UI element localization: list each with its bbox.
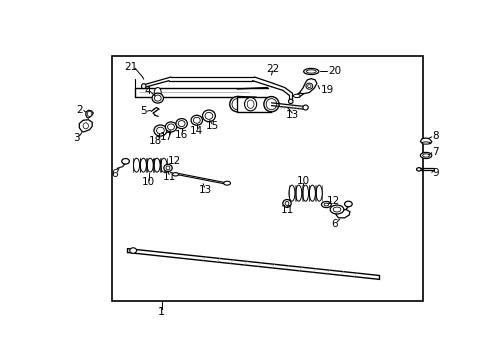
Ellipse shape bbox=[153, 161, 158, 165]
Text: 18: 18 bbox=[149, 136, 162, 146]
Ellipse shape bbox=[152, 93, 163, 103]
Ellipse shape bbox=[204, 112, 212, 119]
Ellipse shape bbox=[285, 202, 288, 205]
Text: 6: 6 bbox=[111, 169, 117, 179]
Ellipse shape bbox=[324, 203, 328, 206]
Ellipse shape bbox=[288, 99, 292, 104]
Bar bbox=[237, 97, 271, 112]
Text: 13: 13 bbox=[285, 110, 298, 120]
Ellipse shape bbox=[232, 99, 242, 110]
Text: 11: 11 bbox=[281, 204, 294, 215]
Text: 14: 14 bbox=[190, 126, 203, 135]
Ellipse shape bbox=[244, 98, 256, 111]
Text: 21: 21 bbox=[124, 62, 138, 72]
Bar bbox=[112, 56, 422, 301]
Ellipse shape bbox=[163, 164, 172, 172]
Ellipse shape bbox=[288, 185, 294, 201]
Text: 9: 9 bbox=[432, 168, 438, 179]
Ellipse shape bbox=[282, 199, 290, 207]
Text: 17: 17 bbox=[160, 132, 173, 143]
Text: 10: 10 bbox=[142, 177, 155, 187]
Ellipse shape bbox=[83, 123, 88, 129]
Ellipse shape bbox=[147, 158, 153, 172]
Ellipse shape bbox=[329, 205, 343, 214]
Ellipse shape bbox=[154, 125, 166, 136]
Text: 1: 1 bbox=[158, 306, 165, 316]
Text: 11: 11 bbox=[162, 172, 175, 182]
Ellipse shape bbox=[305, 83, 312, 89]
Circle shape bbox=[344, 201, 351, 207]
Text: 15: 15 bbox=[205, 121, 218, 131]
Ellipse shape bbox=[161, 158, 166, 172]
Polygon shape bbox=[335, 210, 349, 218]
Ellipse shape bbox=[302, 105, 307, 110]
Text: 13: 13 bbox=[198, 185, 211, 194]
Ellipse shape bbox=[295, 185, 301, 201]
Text: 8: 8 bbox=[432, 131, 438, 141]
Ellipse shape bbox=[302, 185, 308, 201]
Text: 12: 12 bbox=[168, 156, 181, 166]
Ellipse shape bbox=[151, 159, 161, 167]
Ellipse shape bbox=[166, 166, 169, 170]
Text: 3: 3 bbox=[73, 133, 80, 143]
Ellipse shape bbox=[133, 158, 140, 172]
Text: 7: 7 bbox=[432, 147, 438, 157]
Ellipse shape bbox=[293, 94, 300, 98]
Ellipse shape bbox=[422, 154, 428, 157]
Circle shape bbox=[122, 158, 129, 164]
Ellipse shape bbox=[176, 118, 187, 129]
Ellipse shape bbox=[165, 122, 176, 132]
Ellipse shape bbox=[332, 207, 340, 212]
Ellipse shape bbox=[421, 142, 429, 144]
Text: 10: 10 bbox=[296, 176, 309, 186]
Ellipse shape bbox=[316, 185, 322, 201]
Ellipse shape bbox=[309, 185, 315, 201]
Text: 2: 2 bbox=[76, 105, 82, 115]
Ellipse shape bbox=[154, 158, 160, 172]
Ellipse shape bbox=[420, 152, 431, 158]
Text: 22: 22 bbox=[265, 64, 279, 74]
Ellipse shape bbox=[247, 100, 253, 108]
Ellipse shape bbox=[87, 111, 92, 116]
Ellipse shape bbox=[307, 85, 310, 88]
Ellipse shape bbox=[172, 173, 178, 176]
Polygon shape bbox=[85, 110, 93, 118]
Text: 5: 5 bbox=[140, 106, 147, 116]
Ellipse shape bbox=[265, 99, 276, 110]
Ellipse shape bbox=[167, 124, 174, 130]
Ellipse shape bbox=[156, 127, 164, 134]
Ellipse shape bbox=[305, 70, 316, 73]
Text: 16: 16 bbox=[175, 130, 188, 140]
Ellipse shape bbox=[229, 96, 244, 112]
Text: 6: 6 bbox=[331, 219, 337, 229]
Ellipse shape bbox=[321, 202, 331, 208]
Ellipse shape bbox=[154, 87, 161, 97]
Ellipse shape bbox=[141, 84, 146, 89]
Ellipse shape bbox=[193, 117, 200, 123]
Ellipse shape bbox=[154, 95, 161, 101]
Ellipse shape bbox=[191, 115, 202, 125]
Ellipse shape bbox=[416, 168, 420, 171]
Ellipse shape bbox=[223, 181, 230, 185]
Ellipse shape bbox=[264, 96, 279, 112]
Polygon shape bbox=[79, 120, 92, 132]
Ellipse shape bbox=[178, 121, 184, 127]
Text: 19: 19 bbox=[320, 85, 333, 95]
Text: 20: 20 bbox=[327, 67, 341, 76]
Text: 4: 4 bbox=[144, 86, 150, 96]
Polygon shape bbox=[420, 138, 431, 144]
Ellipse shape bbox=[140, 158, 146, 172]
Ellipse shape bbox=[202, 110, 215, 122]
Text: 12: 12 bbox=[326, 195, 339, 206]
Polygon shape bbox=[299, 79, 316, 94]
Ellipse shape bbox=[303, 68, 318, 75]
Ellipse shape bbox=[129, 248, 136, 253]
